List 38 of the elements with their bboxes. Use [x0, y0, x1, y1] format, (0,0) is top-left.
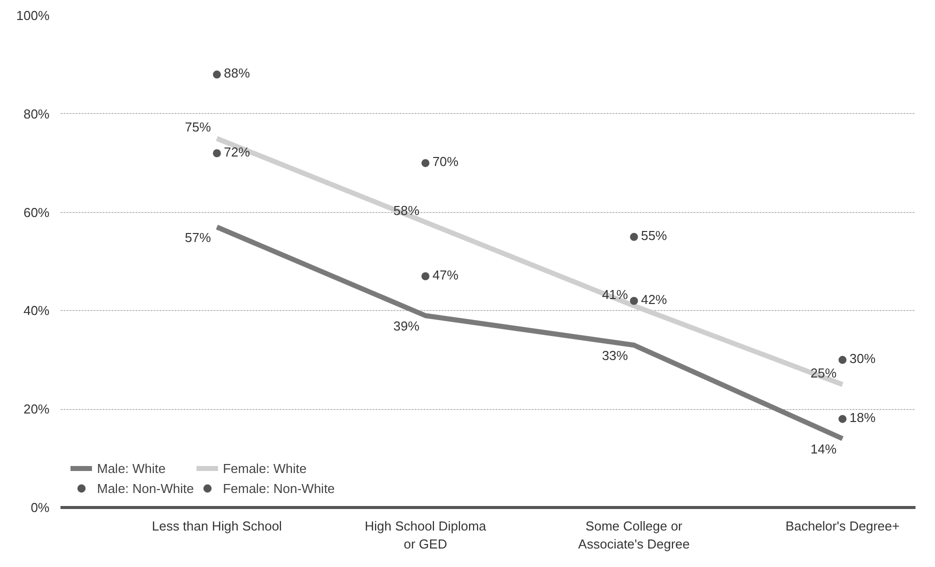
data-label: 57%	[184, 230, 212, 246]
data-label: 55%	[640, 228, 668, 243]
y-tick-label: 100%	[16, 8, 50, 23]
legend-label: Female: White	[222, 460, 307, 476]
data-label: 42%	[640, 292, 668, 307]
data-label: 75%	[184, 120, 212, 134]
y-tick-label: 20%	[23, 402, 50, 417]
data-label: 70%	[432, 154, 459, 170]
x-tick-label: High School Diploma or GED	[364, 518, 487, 552]
y-tick-label: 0%	[30, 500, 50, 515]
data-label: 47%	[432, 267, 459, 282]
data-label: 18%	[850, 410, 876, 425]
data-label: 72%	[224, 144, 250, 160]
legend-label: Male: Non-White	[97, 480, 194, 496]
y-tick-label: 80%	[23, 106, 50, 122]
data-label: 88%	[224, 66, 250, 81]
data-label: 30%	[850, 350, 876, 366]
x-tick-label: Less than High School	[152, 518, 282, 534]
point	[421, 272, 430, 280]
point	[212, 149, 221, 158]
data-label: 25%	[810, 366, 837, 380]
y-tick-label: 60%	[23, 204, 50, 220]
x-tick-label: Bachelor's Degree+	[785, 518, 900, 534]
data-label: 41%	[602, 286, 628, 302]
point	[212, 70, 221, 79]
data-label: 58%	[393, 203, 420, 218]
point	[630, 232, 638, 241]
point	[421, 159, 430, 168]
y-tick-label: 40%	[23, 303, 50, 318]
data-label: 14%	[810, 442, 837, 457]
legend-label: Male: White	[97, 460, 166, 476]
point	[630, 296, 638, 305]
x-tick-label: Some College or Associate's Degree	[578, 518, 690, 552]
legend-label: Female: Non-White	[222, 480, 335, 496]
data-label: 39%	[393, 318, 420, 334]
point	[838, 356, 847, 364]
point	[838, 414, 847, 423]
data-label: 33%	[602, 348, 628, 364]
